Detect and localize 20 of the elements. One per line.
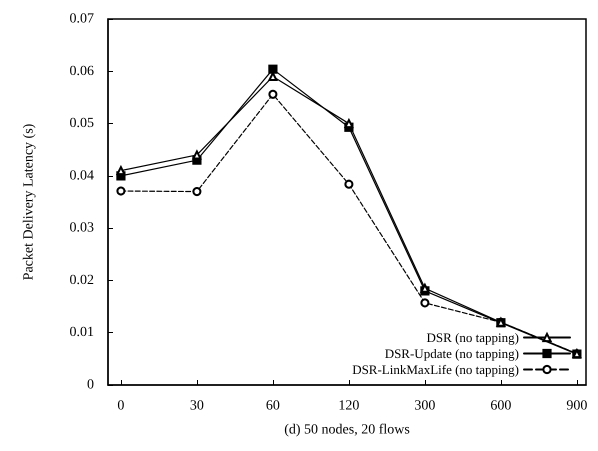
y-axis-title: Packet Delivery Latency (s) [22,123,36,280]
y-tick-label: 0.03 [70,220,94,236]
x-tick-label: 0 [117,398,124,414]
x-axis-title: (d) 50 nodes, 20 flows [284,422,410,438]
y-tick-label: 0.07 [70,12,94,26]
x-tick-label: 900 [566,398,588,414]
y-tick-label: 0.02 [70,272,94,288]
x-tick-label: 60 [266,398,280,414]
y-tick-label: 0.05 [70,116,94,132]
x-tick-label: 30 [190,398,204,414]
y-tick-label: 0.01 [70,325,94,340]
y-tick-label: 0.06 [70,64,94,79]
y-tick-label: 0 [87,378,94,392]
legend-label: DSR (no tapping) [426,330,519,345]
legend-label: DSR-LinkMaxLife (no tapping) [352,362,519,377]
legend-label: DSR-Update (no tapping) [384,346,519,361]
y-tick-label: 0.04 [70,168,94,184]
x-tick-label: 600 [490,398,512,414]
x-tick-label: 300 [414,398,436,414]
x-tick-label: 120 [338,398,360,414]
